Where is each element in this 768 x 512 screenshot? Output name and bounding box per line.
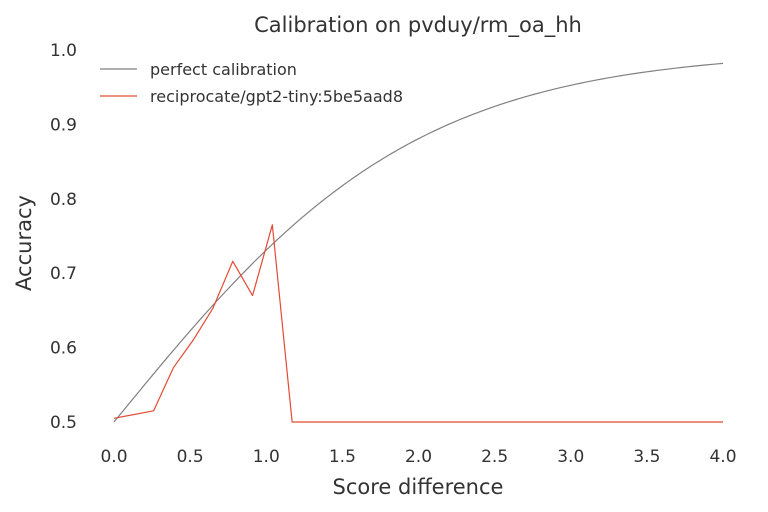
series-line-gpt2-tiny: [113, 224, 723, 423]
x-tick-label: 0.5: [177, 447, 204, 467]
x-tick-label: 3.5: [633, 447, 660, 467]
x-tick-label: 2.5: [481, 447, 508, 467]
x-axis-label: Score difference: [333, 475, 504, 499]
legend-label-gpt2-tiny: reciprocate/gpt2-tiny:5be5aad8: [150, 87, 403, 106]
y-tick-label: 0.9: [50, 115, 77, 135]
x-axis-ticks: 0.0 0.5 1.0 1.5 2.0 2.5 3.0 3.5 4.0: [100, 447, 736, 467]
y-tick-label: 0.6: [50, 339, 77, 359]
legend-label-perfect-calibration: perfect calibration: [150, 60, 297, 79]
y-tick-label: 0.8: [50, 190, 77, 210]
x-tick-label: 1.5: [329, 447, 356, 467]
y-axis-label: Accuracy: [12, 195, 36, 291]
y-tick-label: 1.0: [50, 41, 77, 61]
series-line-perfect-calibration: [113, 62, 724, 423]
x-tick-label: 3.0: [557, 447, 584, 467]
y-tick-label: 0.5: [50, 413, 77, 433]
y-tick-label: 0.7: [50, 264, 77, 284]
x-tick-label: 1.0: [253, 447, 280, 467]
x-tick-label: 4.0: [709, 447, 736, 467]
plot-area: [113, 62, 724, 423]
legend: perfect calibration reciprocate/gpt2-tin…: [100, 60, 403, 106]
x-tick-label: 0.0: [100, 447, 127, 467]
chart-title: Calibration on pvduy/rm_oa_hh: [254, 13, 582, 38]
x-tick-label: 2.0: [405, 447, 432, 467]
y-axis-ticks: 0.5 0.6 0.7 0.8 0.9 1.0: [50, 41, 77, 433]
